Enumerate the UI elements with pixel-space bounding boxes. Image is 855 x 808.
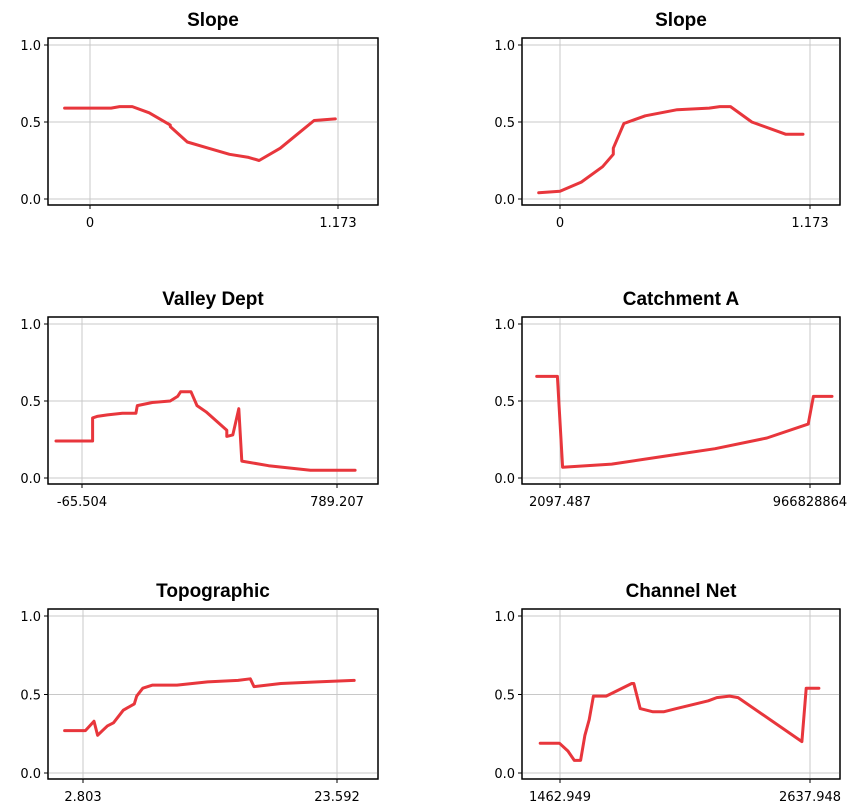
plot-border: [47, 316, 379, 485]
chart-title: Channel Net: [626, 581, 738, 602]
y-tick-label: 0.0: [20, 767, 41, 782]
y-tick-label: 0.0: [20, 193, 41, 208]
chart-panel-2: Slope 0.0 0.5 1.0 0 1.173: [494, 10, 841, 231]
plot-border: [521, 608, 841, 780]
chart-panel-4: Catchment A 0.0 0.5 1.0 2097.487 966828864: [494, 289, 847, 510]
y-tick-label: 1.0: [20, 610, 41, 625]
x-tick-label: 2097.487: [529, 495, 591, 510]
y-tick-label: 0.5: [494, 689, 515, 704]
x-tick-label: 2637.948: [779, 790, 841, 805]
chart-panel-3: Valley Dept 0.0 0.5 1.0 -65.504 789.207: [20, 289, 379, 510]
plot-border: [47, 608, 379, 780]
x-tick-label: 1.173: [319, 216, 356, 231]
chart-title: Valley Dept: [162, 289, 264, 310]
y-tick-label: 0.0: [494, 472, 515, 487]
y-tick-label: 0.5: [494, 395, 515, 410]
plot-border: [47, 37, 379, 206]
x-tick-label: 23.592: [314, 790, 360, 805]
x-tick-label: 789.207: [310, 495, 364, 510]
x-tick-label: 1462.949: [529, 790, 591, 805]
plot-border: [521, 316, 841, 485]
x-tick-label: 0: [86, 216, 94, 231]
x-tick-label: 0: [556, 216, 564, 231]
y-tick-label: 1.0: [494, 610, 515, 625]
x-tick-label: 1.173: [791, 216, 828, 231]
chart-title: Topographic: [156, 581, 270, 602]
x-tick-label: 966828864: [773, 495, 847, 510]
series-line: [535, 374, 834, 469]
series-line: [537, 105, 805, 195]
y-tick-label: 0.5: [20, 116, 41, 131]
y-tick-label: 0.5: [20, 689, 41, 704]
plot-border: [521, 37, 841, 206]
series-line: [54, 390, 357, 472]
chart-panel-5: Topographic 0.0 0.5 1.0 2.803 23.592: [20, 581, 379, 805]
y-tick-label: 0.0: [494, 193, 515, 208]
y-tick-label: 1.0: [494, 318, 515, 333]
y-tick-label: 0.0: [494, 767, 515, 782]
chart-title: Slope: [655, 10, 707, 31]
chart-panel-6: Channel Net 0.0 0.5 1.0 1462.949 2637.948: [494, 581, 841, 805]
y-tick-label: 0.5: [20, 395, 41, 410]
series-line: [538, 682, 821, 762]
chart-panel-1: Slope 0.0 0.5 1.0 0 1.173: [20, 10, 379, 231]
y-tick-label: 1.0: [20, 39, 41, 54]
chart-title: Catchment A: [623, 289, 740, 310]
chart-title: Slope: [187, 10, 239, 31]
y-tick-label: 0.5: [494, 116, 515, 131]
series-line: [63, 105, 337, 162]
x-tick-label: 2.803: [64, 790, 101, 805]
y-tick-label: 0.0: [20, 472, 41, 487]
y-tick-label: 1.0: [494, 39, 515, 54]
y-tick-label: 1.0: [20, 318, 41, 333]
series-line: [63, 677, 356, 737]
x-tick-label: -65.504: [57, 495, 107, 510]
